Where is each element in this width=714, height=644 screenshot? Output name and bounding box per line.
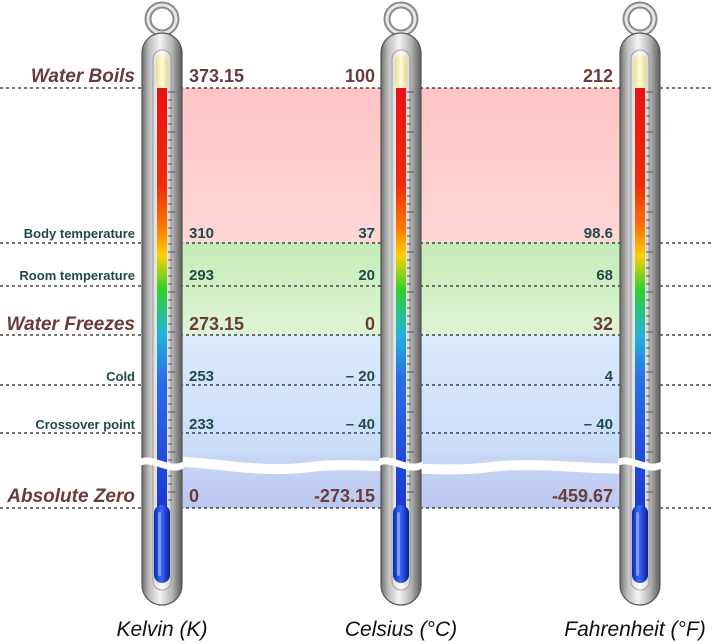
kelvin-value-zero: 0 <box>189 486 199 506</box>
fahrenheit-value-body: 98.6 <box>584 225 613 242</box>
celsius-value-body: 37 <box>358 225 375 242</box>
thermometer-bulb <box>632 505 648 583</box>
thermometer-ring-highlight <box>146 3 178 35</box>
thermometer-ring-highlight <box>385 3 417 35</box>
kelvin-value-cold: 253 <box>189 368 214 385</box>
scale-name-kelvin: Kelvin (K) <box>116 618 207 641</box>
thermometer-break <box>140 457 184 471</box>
kelvin-value-freezes: 273.15 <box>189 314 244 334</box>
thermometer-mercury <box>396 88 406 528</box>
kelvin-value-crossover: 233 <box>189 416 214 433</box>
label-crossover-point: Crossover point <box>35 417 135 432</box>
kelvin-values: 373.15 310 293 273.15 253 233 0 <box>189 66 244 506</box>
celsius-value-room: 20 <box>358 267 375 284</box>
celsius-value-crossover: – 40 <box>346 416 375 433</box>
kelvin-value-boils: 373.15 <box>189 66 244 86</box>
celsius-value-freezes: 0 <box>365 314 375 334</box>
fahrenheit-value-boils: 212 <box>583 66 613 86</box>
thermometer-empty-top <box>395 55 407 89</box>
reference-lines <box>0 87 714 509</box>
scale-names: Kelvin (K) Celsius (°C) Fahrenheit (°F) <box>116 618 705 641</box>
scale-name-celsius: Celsius (°C) <box>345 618 457 641</box>
label-absolute-zero: Absolute Zero <box>6 486 135 507</box>
thermometer-empty-top <box>156 55 168 89</box>
label-body-temperature: Body temperature <box>24 226 135 241</box>
label-room-temperature: Room temperature <box>19 268 135 283</box>
thermometer-ticks <box>168 91 175 501</box>
thermometer-bulb-highlight <box>636 512 639 576</box>
thermometer-break <box>618 457 662 471</box>
fahrenheit-value-cold: 4 <box>605 368 614 385</box>
thermometer-ring-highlight <box>624 3 656 35</box>
label-water-freezes: Water Freezes <box>7 314 136 335</box>
thermometer-kelvin <box>140 1 184 606</box>
thermometer-fahrenheit <box>618 1 662 606</box>
kelvin-value-room: 293 <box>189 267 214 284</box>
thermometers <box>140 1 662 606</box>
thermometer-mercury <box>635 88 645 528</box>
label-water-boils: Water Boils <box>31 66 135 87</box>
point-labels: Water Boils Body temperature Room temper… <box>6 66 135 507</box>
thermometer-ticks <box>407 91 414 501</box>
thermometer-celsius <box>379 1 423 606</box>
thermometer-bulb-highlight <box>397 512 400 576</box>
fahrenheit-value-crossover: – 40 <box>584 416 613 433</box>
celsius-value-zero: -273.15 <box>314 486 375 506</box>
fahrenheit-values: 212 98.6 68 32 4 – 40 -459.67 <box>552 66 614 506</box>
fahrenheit-value-room: 68 <box>596 267 613 284</box>
fahrenheit-value-freezes: 32 <box>593 314 613 334</box>
kelvin-value-body: 310 <box>189 225 214 242</box>
thermometer-break <box>379 457 423 471</box>
thermometer-bulb-highlight <box>158 512 161 576</box>
celsius-value-boils: 100 <box>345 66 375 86</box>
fahrenheit-value-zero: -459.67 <box>552 486 613 506</box>
scale-name-fahrenheit: Fahrenheit (°F) <box>564 618 705 641</box>
celsius-value-cold: – 20 <box>346 368 375 385</box>
celsius-values: 100 37 20 0 – 20 – 40 -273.15 <box>314 66 375 506</box>
thermometer-bulb <box>393 505 409 583</box>
thermometer-empty-top <box>634 55 646 89</box>
label-cold: Cold <box>106 369 135 384</box>
thermometer-mercury <box>157 88 167 528</box>
thermometer-bulb <box>154 505 170 583</box>
